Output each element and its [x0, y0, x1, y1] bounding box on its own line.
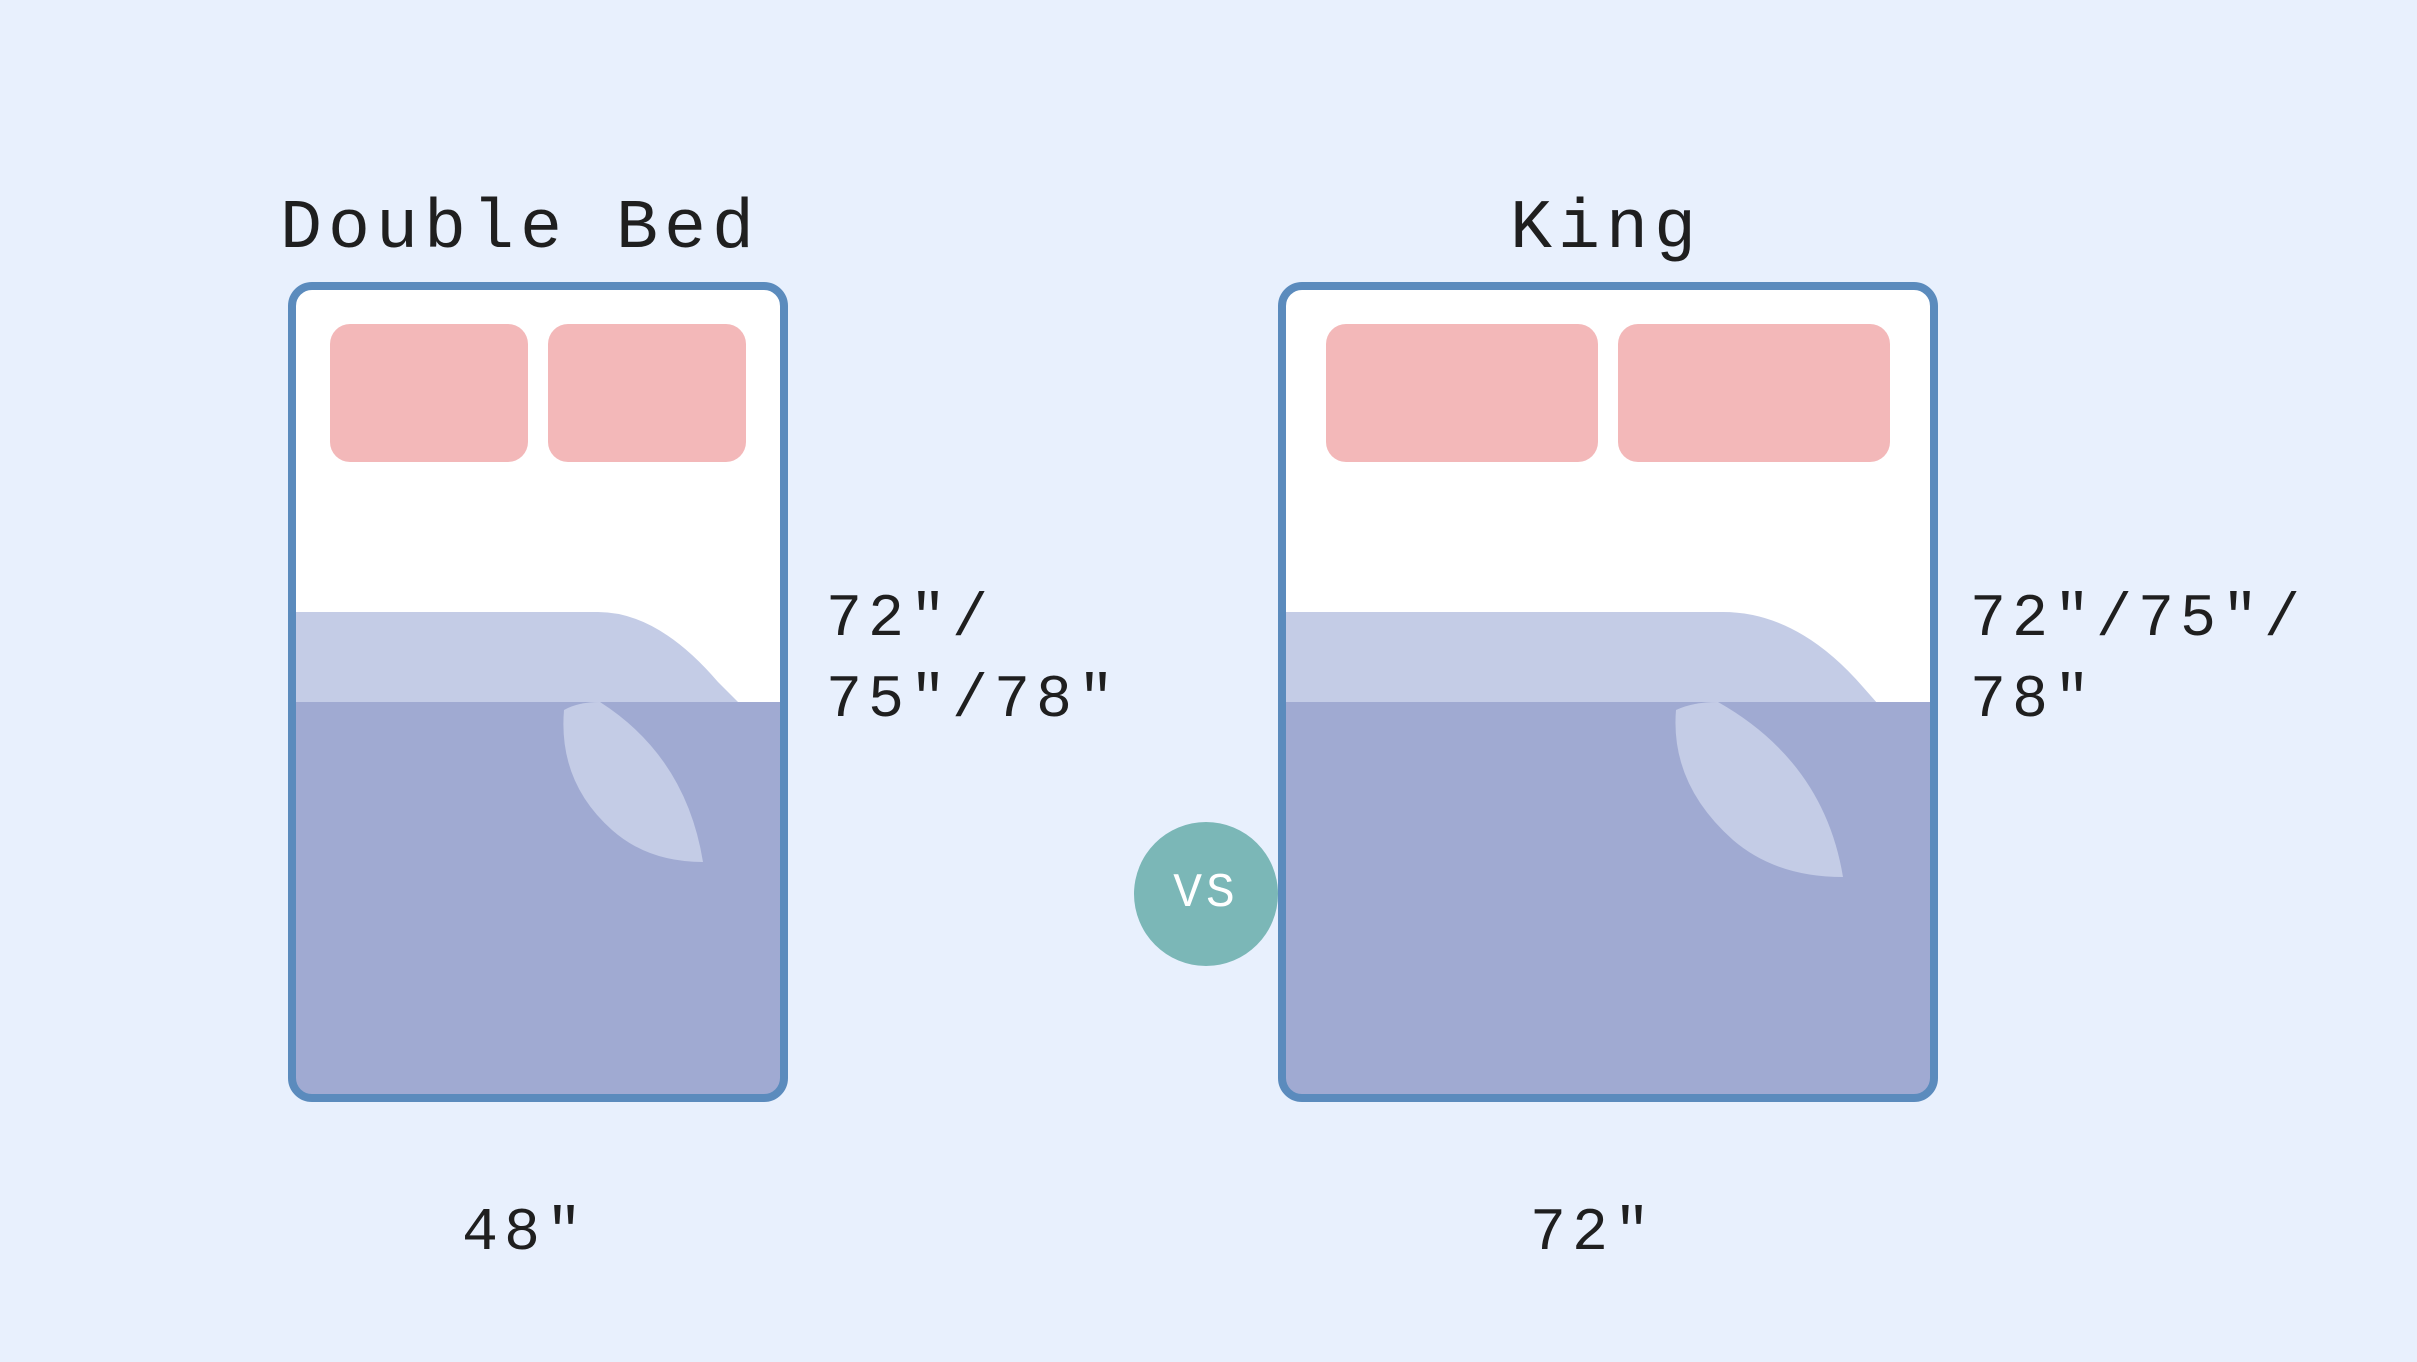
- king-bed-pillow-2: [1618, 324, 1890, 462]
- king-bed-height-label: 72″/75″/ 78″: [1970, 580, 2306, 742]
- double-bed-pillow-1: [330, 324, 528, 462]
- king-bed-width-label: 72″: [1530, 1200, 1656, 1268]
- infographic-canvas: Double Bed King 48″ 72″ 72″/ 75″/78″ 72″…: [0, 0, 2417, 1362]
- king-bed-diagram: [1278, 282, 1938, 1102]
- king-bed-duvet: [1278, 702, 1938, 1102]
- double-bed-pillow-2: [548, 324, 746, 462]
- double-bed-width-label: 48″: [462, 1200, 588, 1268]
- double-bed-duvet: [288, 702, 788, 1102]
- double-bed-title: Double Bed: [280, 190, 760, 269]
- vs-badge: VS: [1134, 822, 1278, 966]
- double-bed-height-label: 72″/ 75″/78″: [826, 580, 1120, 742]
- vs-badge-label: VS: [1173, 867, 1239, 921]
- king-bed-title: King: [1510, 190, 1702, 269]
- king-bed-pillow-1: [1326, 324, 1598, 462]
- double-bed-diagram: [288, 282, 788, 1102]
